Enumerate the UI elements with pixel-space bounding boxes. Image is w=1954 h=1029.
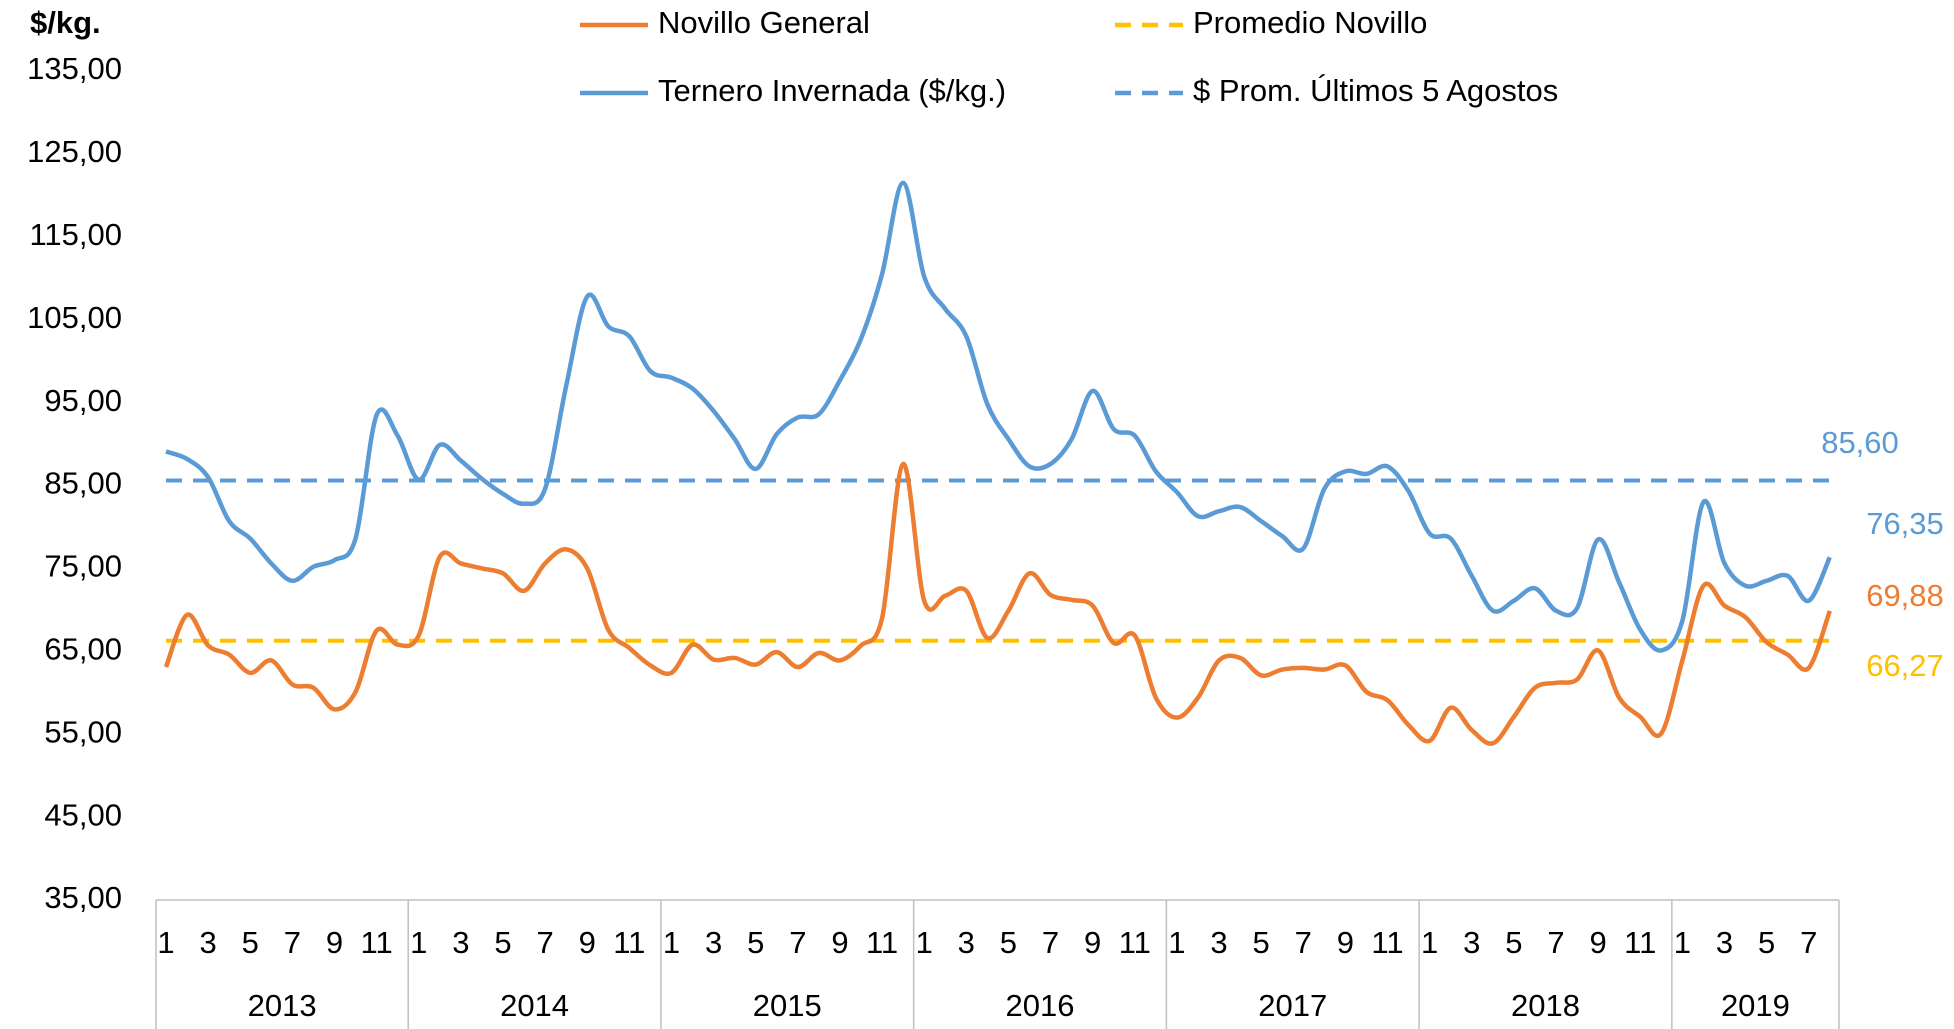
y-tick-label: 75,00 [44, 549, 122, 584]
y-tick-label: 45,00 [44, 797, 122, 832]
x-tick-label: 3 [199, 925, 216, 960]
x-tick-label: 7 [789, 925, 806, 960]
line-series [165, 180, 1832, 653]
x-tick-label: 9 [1337, 925, 1354, 960]
x-tick-label: 5 [1758, 925, 1775, 960]
legend-label: Novillo General [658, 5, 870, 40]
reference-label: 85,60 [1821, 425, 1899, 460]
x-tick-label: 9 [1084, 925, 1101, 960]
x-tick-label: 7 [1295, 925, 1312, 960]
x-tick-label: 9 [326, 925, 343, 960]
x-tick-label: 7 [1800, 925, 1817, 960]
y-tick-label: 35,00 [44, 880, 122, 915]
x-tick-label: 5 [747, 925, 764, 960]
y-tick-label: 135,00 [27, 51, 122, 86]
x-tick-label: 1 [663, 925, 680, 960]
x-tick-label: 3 [1463, 925, 1480, 960]
x-tick-label: 1 [1674, 925, 1691, 960]
reference-label: 66,27 [1866, 648, 1944, 683]
x-tick-label: 7 [1042, 925, 1059, 960]
y-tick-label: 125,00 [27, 134, 122, 169]
year-label: 2016 [1006, 988, 1075, 1023]
x-tick-label: 11 [1371, 925, 1403, 960]
legend-label: Ternero Invernada ($/kg.) [658, 73, 1006, 108]
x-tick-label: 5 [1253, 925, 1270, 960]
x-tick-label: 5 [1505, 925, 1522, 960]
year-label: 2013 [248, 988, 317, 1023]
x-tick-label: 11 [613, 925, 645, 960]
year-label: 2019 [1721, 988, 1790, 1023]
y-tick-label: 95,00 [44, 383, 122, 418]
y-tick-label: 65,00 [44, 631, 122, 666]
year-label: 2014 [500, 988, 569, 1023]
x-tick-label: 11 [866, 925, 898, 960]
x-tick-label: 9 [1590, 925, 1607, 960]
y-tick-label: 105,00 [27, 300, 122, 335]
x-tick-label: 1 [1168, 925, 1185, 960]
x-tick-label: 3 [452, 925, 469, 960]
legend-label: Promedio Novillo [1193, 5, 1427, 40]
end-label: 69,88 [1866, 578, 1944, 613]
legend-label: $ Prom. Últimos 5 Agostos [1193, 73, 1558, 108]
x-tick-label: 5 [494, 925, 511, 960]
y-unit: $/kg. [30, 5, 101, 40]
x-tick-label: 3 [958, 925, 975, 960]
year-label: 2017 [1258, 988, 1327, 1023]
x-tick-label: 1 [410, 925, 427, 960]
x-tick-label: 7 [1547, 925, 1564, 960]
x-tick-label: 1 [157, 925, 174, 960]
y-tick-label: 115,00 [29, 217, 122, 252]
x-tick-label: 7 [284, 925, 301, 960]
line-series [163, 461, 1832, 746]
x-tick-label: 1 [1421, 925, 1438, 960]
x-tick-label: 11 [1624, 925, 1656, 960]
y-tick-label: 55,00 [44, 714, 122, 749]
x-tick-label: 7 [536, 925, 553, 960]
x-tick-label: 9 [579, 925, 596, 960]
x-tick-label: 11 [361, 925, 393, 960]
x-tick-label: 3 [1210, 925, 1227, 960]
x-tick-label: 1 [916, 925, 933, 960]
y-tick-label: 85,00 [44, 466, 122, 501]
x-tick-label: 3 [705, 925, 722, 960]
x-tick-label: 5 [242, 925, 259, 960]
year-label: 2015 [753, 988, 822, 1023]
year-label: 2018 [1511, 988, 1580, 1023]
x-tick-label: 3 [1716, 925, 1733, 960]
x-tick-label: 5 [1000, 925, 1017, 960]
end-label: 76,35 [1866, 506, 1944, 541]
x-tick-label: 11 [1119, 925, 1151, 960]
x-tick-label: 9 [831, 925, 848, 960]
